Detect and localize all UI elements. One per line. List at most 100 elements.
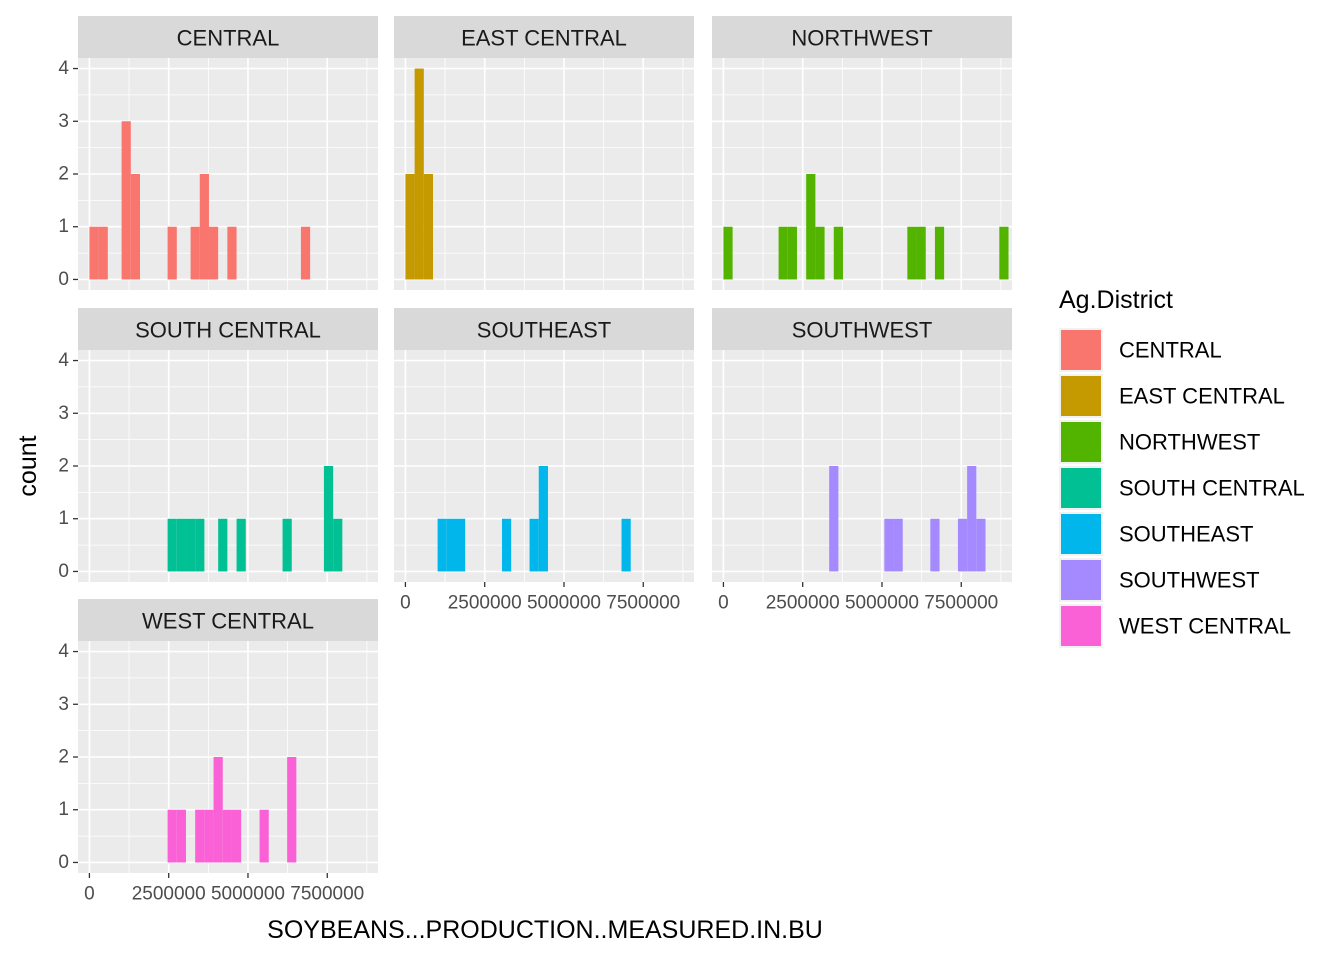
facet-strip <box>78 599 378 641</box>
histogram-bar <box>199 174 209 280</box>
histogram-bar <box>930 518 940 572</box>
facet-panel: CENTRAL 0 1 2 3 4 <box>58 16 378 290</box>
histogram-bar <box>167 518 177 572</box>
legend-title: Ag.District <box>1059 286 1173 314</box>
legend-key-swatch <box>1061 606 1101 646</box>
histogram-bar <box>414 68 424 280</box>
histogram-bar <box>195 518 205 572</box>
histogram-bar <box>723 226 733 280</box>
histogram-bar <box>999 226 1009 280</box>
legend-key-swatch <box>1061 560 1101 600</box>
y-tick-label: 2 <box>58 747 69 768</box>
histogram-bar <box>806 174 816 280</box>
facet-strip <box>712 16 1012 58</box>
histogram-bar <box>222 809 232 863</box>
x-tick-label: 2500000 <box>448 593 522 614</box>
histogram-bar <box>446 518 456 572</box>
histogram-bar <box>538 466 548 572</box>
histogram-bar <box>957 518 968 572</box>
facet-strip <box>394 308 694 350</box>
legend-entry-label: CENTRAL <box>1119 338 1222 363</box>
histogram-bar <box>208 226 219 280</box>
legend-key-swatch <box>1061 376 1101 416</box>
histogram-bar <box>829 466 839 572</box>
facet-strip-label: NORTHWEST <box>791 26 932 51</box>
histogram-bar <box>300 226 311 280</box>
legend-entry-label: SOUTHEAST <box>1119 522 1253 547</box>
histogram-bar <box>176 809 186 863</box>
x-axis-title: SOYBEANS...PRODUCTION..MEASURED.IN.BU <box>267 916 823 944</box>
histogram-bar <box>907 226 917 280</box>
histogram-bar <box>259 809 269 863</box>
histogram-bar <box>967 466 977 572</box>
legend-entry-label: NORTHWEST <box>1119 430 1260 455</box>
histogram-bar <box>185 518 196 572</box>
facet-strip-label: EAST CENTRAL <box>461 26 627 51</box>
histogram-bar <box>934 226 945 280</box>
x-tick-label: 7500000 <box>290 884 364 905</box>
facet-strip-label: CENTRAL <box>177 26 280 51</box>
x-tick-label: 7500000 <box>924 593 998 614</box>
facet-panel: SOUTH CENTRAL 0 1 2 3 4 <box>58 308 378 582</box>
histogram-bar <box>621 518 631 572</box>
histogram-bar <box>213 757 223 863</box>
histogram-bar <box>98 226 108 280</box>
histogram-bar <box>455 518 466 572</box>
histogram-bar <box>976 518 986 572</box>
legend-key-swatch <box>1061 514 1101 554</box>
facet-panel: WEST CENTRAL 0 1 2 3 4 0 2500000 5000000 7500000 <box>58 599 378 905</box>
histogram-bar <box>323 466 334 572</box>
histogram-bar <box>287 757 297 863</box>
histogram-bar <box>423 174 434 280</box>
legend-key-swatch <box>1061 330 1101 370</box>
x-tick-label: 0 <box>718 593 729 614</box>
x-tick-label: 0 <box>400 593 411 614</box>
histogram-bar <box>236 518 246 572</box>
histogram-bar <box>218 518 228 572</box>
y-tick-label: 1 <box>58 799 69 820</box>
y-tick-label: 0 <box>58 561 69 582</box>
x-tick-label: 5000000 <box>527 593 601 614</box>
facet-panel: EAST CENTRAL <box>394 16 694 290</box>
histogram-bar <box>130 174 140 280</box>
histogram-bar <box>176 518 186 572</box>
histogram-bar <box>833 226 843 280</box>
histogram-bar <box>501 518 512 572</box>
histogram-bar <box>884 518 894 572</box>
histogram-bar <box>405 174 415 280</box>
x-tick-label: 5000000 <box>211 884 285 905</box>
histogram-bar <box>231 809 242 863</box>
legend-entry-label: WEST CENTRAL <box>1119 614 1291 639</box>
histogram-bar <box>893 518 903 572</box>
facet-strip-label: SOUTHWEST <box>792 318 933 343</box>
histogram-bar <box>529 518 539 572</box>
facet-strip <box>78 308 378 350</box>
facet-panel: SOUTHWEST 0 2500000 5000000 7500000 <box>712 308 1012 614</box>
histogram-bar <box>195 809 205 863</box>
histogram-bar <box>333 518 343 572</box>
facet-strip-label: SOUTHEAST <box>477 318 611 343</box>
x-tick-label: 5000000 <box>845 593 919 614</box>
facet-strip <box>394 16 694 58</box>
y-tick-label: 2 <box>58 456 69 477</box>
histogram-bar <box>787 226 797 280</box>
y-tick-label: 3 <box>58 694 69 715</box>
legend-entry-label: EAST CENTRAL <box>1119 384 1285 409</box>
y-tick-label: 1 <box>58 508 69 529</box>
histogram-bar <box>227 226 237 280</box>
histogram-bar <box>89 226 99 280</box>
legend-entry-label: SOUTHWEST <box>1119 568 1260 593</box>
x-tick-label: 7500000 <box>606 593 680 614</box>
y-tick-label: 0 <box>58 852 69 873</box>
x-tick-label: 2500000 <box>132 884 206 905</box>
facet-strip-label: SOUTH CENTRAL <box>135 318 321 343</box>
y-axis-title: count <box>14 435 42 496</box>
legend: Ag.District CENTRAL EAST CENTRAL NORTHWEST S… <box>1059 286 1305 648</box>
facet-strip <box>78 16 378 58</box>
histogram-bar <box>167 226 177 280</box>
y-tick-label: 2 <box>58 164 69 185</box>
facet-panel: NORTHWEST <box>712 16 1012 290</box>
y-tick-label: 3 <box>58 111 69 132</box>
histogram-bar <box>190 226 200 280</box>
